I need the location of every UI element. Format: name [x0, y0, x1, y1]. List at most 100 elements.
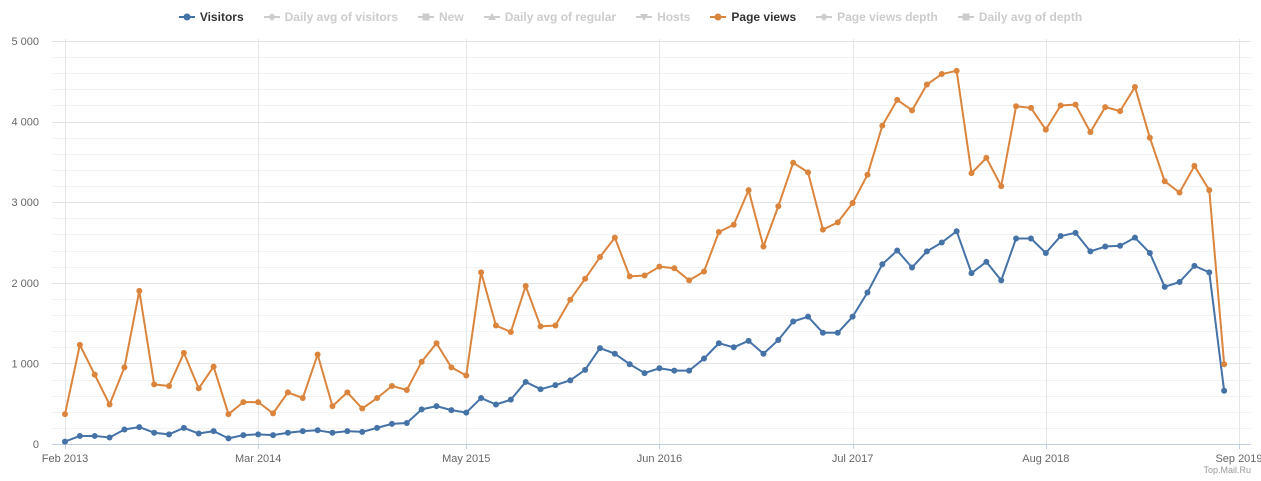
- data-point-visitors[interactable]: [745, 337, 752, 344]
- data-point-page-views[interactable]: [62, 411, 68, 418]
- data-point-page-views[interactable]: [715, 229, 722, 236]
- data-point-page-views[interactable]: [968, 170, 975, 177]
- data-point-visitors[interactable]: [626, 361, 633, 368]
- data-point-page-views[interactable]: [1072, 101, 1079, 108]
- data-point-page-views[interactable]: [151, 381, 158, 388]
- data-point-visitors[interactable]: [998, 277, 1005, 284]
- data-point-page-views[interactable]: [701, 268, 708, 275]
- data-point-page-views[interactable]: [894, 96, 901, 103]
- data-point-visitors[interactable]: [166, 431, 173, 438]
- data-point-visitors[interactable]: [121, 426, 128, 433]
- data-point-visitors[interactable]: [730, 344, 737, 351]
- data-point-visitors[interactable]: [433, 403, 440, 410]
- data-point-visitors[interactable]: [418, 406, 425, 413]
- data-point-page-views[interactable]: [359, 405, 366, 412]
- data-point-visitors[interactable]: [1176, 278, 1183, 285]
- data-point-page-views[interactable]: [864, 171, 871, 178]
- data-point-visitors[interactable]: [849, 313, 856, 320]
- data-point-page-views[interactable]: [983, 154, 990, 161]
- data-point-page-views[interactable]: [492, 322, 499, 329]
- data-point-page-views[interactable]: [834, 219, 841, 226]
- data-point-visitors[interactable]: [180, 424, 187, 431]
- data-point-visitors[interactable]: [805, 313, 812, 320]
- data-point-page-views[interactable]: [923, 81, 930, 88]
- data-point-visitors[interactable]: [1131, 234, 1138, 241]
- data-point-visitors[interactable]: [195, 430, 202, 437]
- data-point-visitors[interactable]: [62, 438, 68, 445]
- data-point-page-views[interactable]: [344, 389, 351, 396]
- data-point-visitors[interactable]: [790, 318, 797, 325]
- data-point-page-views[interactable]: [730, 221, 737, 228]
- data-point-page-views[interactable]: [463, 372, 470, 379]
- data-point-page-views[interactable]: [552, 322, 559, 329]
- data-point-page-views[interactable]: [745, 187, 752, 194]
- data-point-page-views[interactable]: [433, 340, 440, 347]
- legend-item-daily-avg-of-visitors[interactable]: Daily avg of visitors: [263, 10, 398, 24]
- data-point-page-views[interactable]: [879, 122, 886, 129]
- data-point-visitors[interactable]: [701, 355, 708, 362]
- data-point-page-views[interactable]: [1102, 104, 1109, 111]
- data-point-visitors[interactable]: [403, 420, 410, 427]
- data-point-page-views[interactable]: [91, 371, 98, 378]
- data-point-visitors[interactable]: [819, 329, 826, 336]
- data-point-page-views[interactable]: [403, 387, 410, 393]
- data-point-page-views[interactable]: [225, 411, 232, 418]
- legend-item-daily-avg-of-regular[interactable]: Daily avg of regular: [483, 10, 616, 24]
- data-point-visitors[interactable]: [492, 401, 499, 408]
- data-point-visitors[interactable]: [522, 378, 529, 385]
- data-point-visitors[interactable]: [968, 270, 975, 277]
- data-point-visitors[interactable]: [225, 435, 232, 442]
- data-point-visitors[interactable]: [582, 366, 589, 373]
- data-point-visitors[interactable]: [284, 429, 291, 436]
- data-point-page-views[interactable]: [418, 358, 425, 365]
- data-point-page-views[interactable]: [775, 203, 782, 210]
- data-point-visitors[interactable]: [1146, 249, 1153, 256]
- data-point-visitors[interactable]: [106, 434, 113, 441]
- data-point-visitors[interactable]: [1087, 248, 1094, 255]
- data-point-page-views[interactable]: [656, 263, 663, 270]
- data-point-visitors[interactable]: [151, 429, 158, 436]
- data-point-page-views[interactable]: [1191, 162, 1198, 169]
- data-point-page-views[interactable]: [121, 364, 128, 371]
- data-point-page-views[interactable]: [1117, 108, 1124, 115]
- data-point-page-views[interactable]: [448, 364, 455, 371]
- data-point-visitors[interactable]: [537, 386, 544, 393]
- data-point-visitors[interactable]: [1191, 262, 1198, 269]
- data-point-visitors[interactable]: [938, 239, 945, 246]
- data-point-visitors[interactable]: [715, 340, 722, 347]
- data-point-page-views[interactable]: [210, 363, 217, 370]
- data-point-page-views[interactable]: [805, 169, 812, 176]
- data-point-visitors[interactable]: [210, 428, 217, 435]
- data-point-visitors[interactable]: [463, 409, 470, 416]
- legend-item-page-views[interactable]: Page views: [710, 10, 796, 24]
- data-point-page-views[interactable]: [1013, 103, 1020, 110]
- data-point-visitors[interactable]: [1057, 233, 1064, 240]
- data-point-page-views[interactable]: [299, 395, 306, 402]
- data-point-visitors[interactable]: [1072, 229, 1079, 236]
- data-point-visitors[interactable]: [359, 428, 366, 435]
- data-point-page-views[interactable]: [1221, 361, 1228, 368]
- data-point-page-views[interactable]: [671, 265, 678, 272]
- data-point-page-views[interactable]: [329, 403, 336, 410]
- data-point-page-views[interactable]: [195, 385, 202, 392]
- data-point-visitors[interactable]: [1013, 235, 1020, 242]
- legend-item-page-views-depth[interactable]: Page views depth: [816, 10, 938, 24]
- data-point-visitors[interactable]: [552, 382, 559, 389]
- data-point-page-views[interactable]: [626, 273, 633, 280]
- data-point-page-views[interactable]: [611, 234, 618, 241]
- data-point-visitors[interactable]: [909, 264, 916, 271]
- data-point-visitors[interactable]: [314, 427, 321, 434]
- legend-item-hosts[interactable]: Hosts: [636, 10, 690, 24]
- data-point-visitors[interactable]: [834, 329, 841, 336]
- data-point-visitors[interactable]: [953, 228, 960, 235]
- data-point-visitors[interactable]: [344, 428, 351, 435]
- data-point-visitors[interactable]: [686, 367, 693, 374]
- data-point-visitors[interactable]: [671, 367, 678, 374]
- data-point-visitors[interactable]: [611, 350, 618, 357]
- data-point-page-views[interactable]: [582, 275, 589, 282]
- data-point-page-views[interactable]: [106, 401, 113, 408]
- data-point-visitors[interactable]: [923, 248, 930, 255]
- data-point-visitors[interactable]: [1042, 249, 1049, 256]
- data-point-visitors[interactable]: [270, 432, 277, 439]
- data-point-visitors[interactable]: [656, 365, 663, 372]
